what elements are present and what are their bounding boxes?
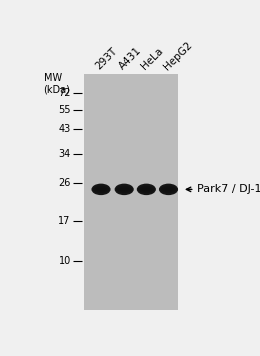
Text: A431: A431	[117, 45, 143, 72]
Text: 55: 55	[58, 105, 71, 115]
Ellipse shape	[159, 184, 178, 195]
Text: 43: 43	[58, 124, 71, 134]
Text: MW
(kDa): MW (kDa)	[44, 73, 70, 94]
Ellipse shape	[160, 185, 177, 193]
Bar	[84, 74, 178, 310]
Text: 72: 72	[58, 88, 71, 98]
Text: Park7 / DJ-1: Park7 / DJ-1	[197, 184, 260, 194]
Text: 26: 26	[58, 178, 71, 188]
Ellipse shape	[116, 185, 132, 193]
Text: 17: 17	[58, 216, 71, 226]
Text: HepG2: HepG2	[161, 39, 194, 72]
Ellipse shape	[93, 185, 109, 193]
Ellipse shape	[163, 187, 174, 192]
Ellipse shape	[95, 187, 107, 192]
Text: 10: 10	[58, 256, 71, 266]
Ellipse shape	[92, 184, 110, 195]
Ellipse shape	[141, 187, 152, 192]
Ellipse shape	[137, 184, 156, 195]
Ellipse shape	[119, 187, 130, 192]
Ellipse shape	[138, 185, 154, 193]
Text: HeLa: HeLa	[139, 46, 165, 72]
Text: 293T: 293T	[94, 46, 120, 72]
Ellipse shape	[115, 184, 134, 195]
Text: 34: 34	[58, 149, 71, 159]
